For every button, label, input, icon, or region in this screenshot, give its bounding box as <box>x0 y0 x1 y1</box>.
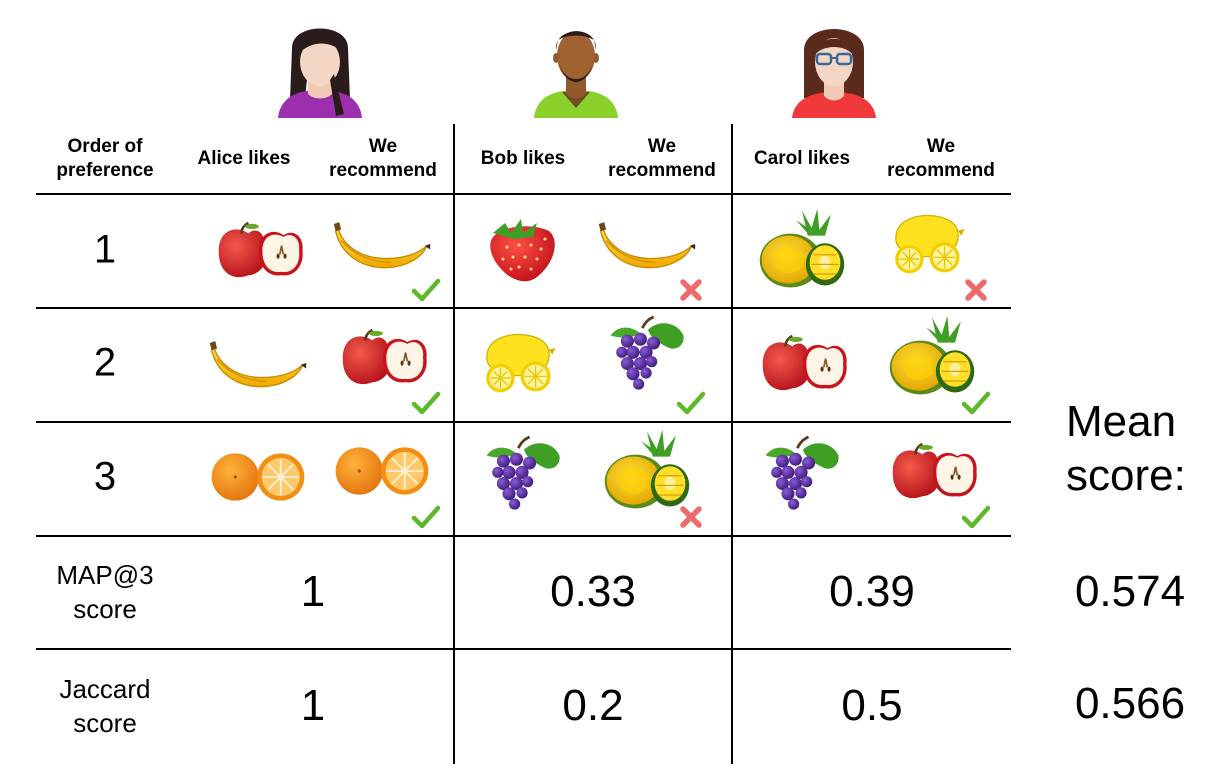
alice-recommend-orange-icon <box>334 446 430 496</box>
carol-row1-cross-icon <box>964 278 988 302</box>
bob-recommend-banana-icon <box>598 221 696 269</box>
mean-map-score: 0.574 <box>1074 567 1186 616</box>
alice-recommend-banana-icon <box>333 221 431 269</box>
map-score-label: MAP@3 score <box>56 560 154 624</box>
carol-likes-header: Carol likes <box>753 148 851 169</box>
avatar-alice <box>274 14 366 118</box>
alice-likes-banana-icon <box>209 340 307 388</box>
carol-recommend-pineapple-icon <box>889 315 975 396</box>
order-header: Order of preference <box>56 136 154 181</box>
carol-likes-pineapple-icon <box>759 208 845 289</box>
carol-recommend-lemon-icon <box>894 214 966 274</box>
rank-3: 3 <box>93 454 117 499</box>
alice-recommend-header: We recommend <box>329 136 437 181</box>
carol-recommend-apple-icon <box>891 442 979 500</box>
bob-recommend-pineapple-icon <box>604 429 690 510</box>
alice-row3-check-icon <box>411 504 441 530</box>
divider-map <box>36 648 1011 650</box>
bob-row3-cross-icon <box>679 505 703 529</box>
carol-row3-check-icon <box>961 504 991 530</box>
rank-1: 1 <box>93 227 117 272</box>
alice-recommend-apple-icon <box>341 328 429 386</box>
mean-jaccard-score: 0.566 <box>1074 679 1186 728</box>
mean-score-label: Mean score: <box>1066 397 1186 500</box>
bob-likes-strawberry-icon <box>490 219 555 282</box>
avatar-bob <box>530 14 622 118</box>
avatar-carol <box>788 16 880 118</box>
alice-likes-header: Alice likes <box>197 148 291 169</box>
divider-col-bob-carol <box>731 124 733 764</box>
bob-row2-check-icon <box>676 390 706 416</box>
carol-row2-check-icon <box>961 390 991 416</box>
carol-likes-grapes-icon <box>764 435 841 512</box>
map-score-bob: 0.33 <box>550 567 636 616</box>
rank-2: 2 <box>93 340 117 385</box>
jaccard-score-alice: 1 <box>300 681 326 730</box>
jaccard-score-bob: 0.2 <box>562 681 624 730</box>
divider-row2 <box>36 421 1011 423</box>
map-score-alice: 1 <box>300 567 326 616</box>
alice-row1-check-icon <box>411 277 441 303</box>
alice-row2-check-icon <box>411 390 441 416</box>
alice-likes-orange-icon <box>210 452 306 502</box>
bob-row1-cross-icon <box>679 278 703 302</box>
bob-likes-grapes-icon <box>485 435 562 512</box>
jaccard-score-carol: 0.5 <box>841 681 903 730</box>
alice-likes-apple-icon <box>217 221 305 279</box>
jaccard-score-label: Jaccard score <box>59 674 151 738</box>
divider-row1 <box>36 307 1011 309</box>
carol-likes-apple-icon <box>761 334 849 392</box>
map-score-carol: 0.39 <box>829 567 915 616</box>
bob-likes-lemon-icon <box>485 333 557 393</box>
bob-recommend-header: We recommend <box>608 136 716 181</box>
divider-header <box>36 193 1011 195</box>
divider-row3 <box>36 535 1011 537</box>
bob-likes-header: Bob likes <box>480 148 566 169</box>
bob-recommend-grapes-icon <box>609 315 686 392</box>
divider-col-alice-bob <box>453 124 455 764</box>
carol-recommend-header: We recommend <box>887 136 995 181</box>
